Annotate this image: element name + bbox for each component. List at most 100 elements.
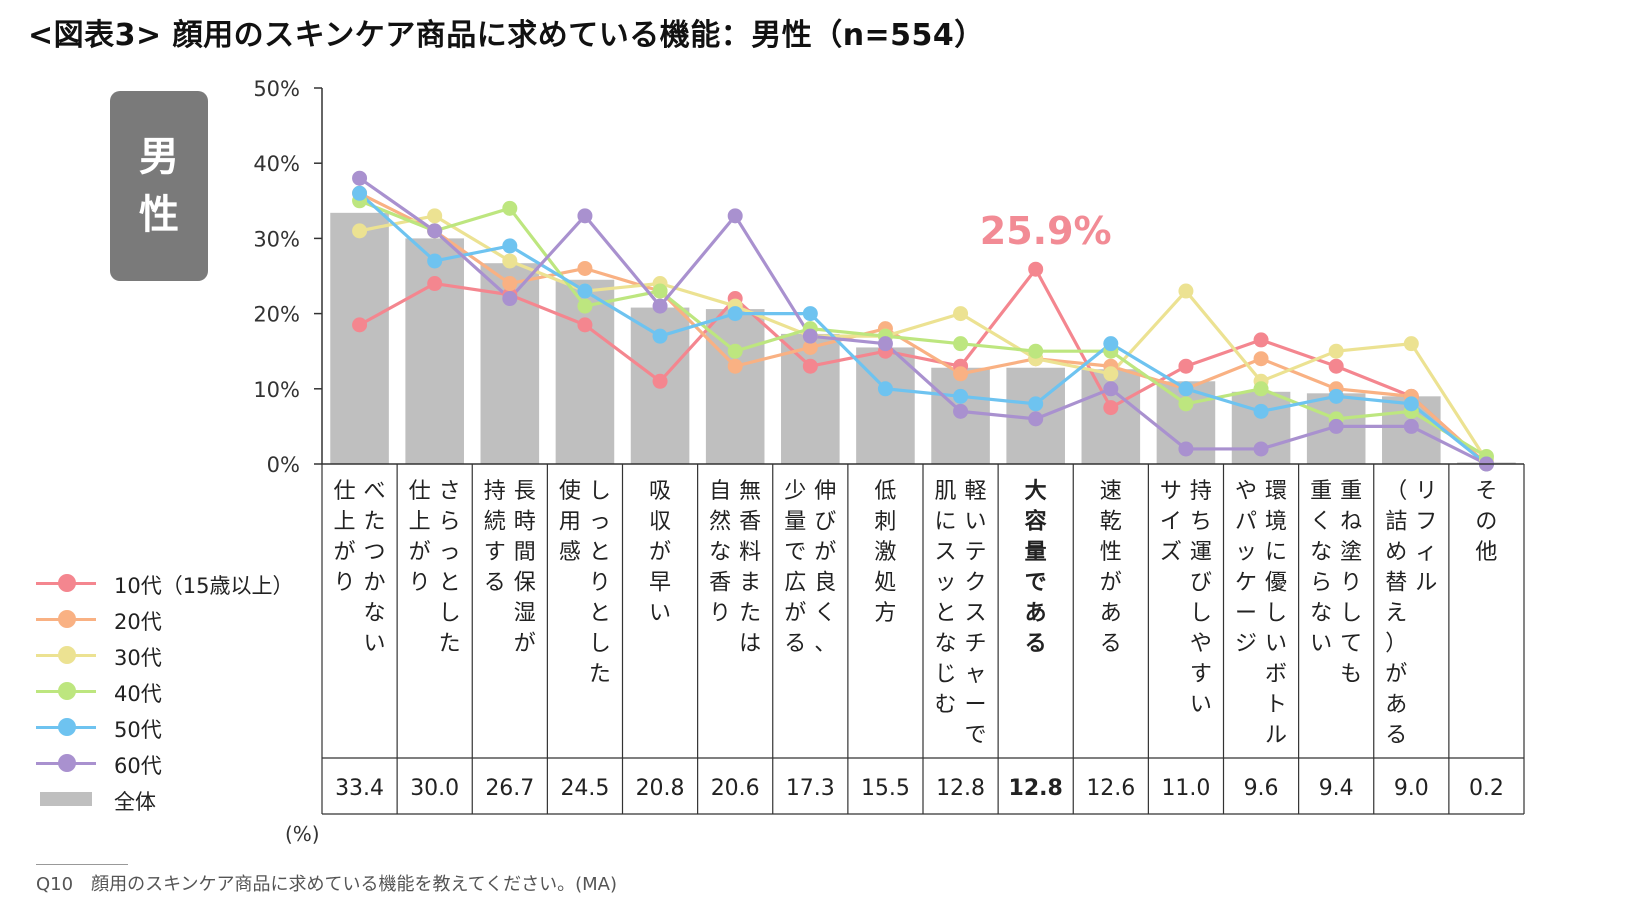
series-point — [727, 358, 743, 374]
series-point — [502, 253, 518, 269]
highlight-label: 25.9% — [980, 209, 1112, 253]
category-label: しっとりとした — [589, 479, 611, 687]
value-label: 12.8 — [1009, 776, 1063, 801]
gender-badge-char-1: 男 — [139, 134, 179, 180]
legend-label-60s: 60代 — [114, 754, 162, 778]
category-label: さらっとした — [439, 479, 461, 657]
series-point — [502, 238, 518, 254]
series-point — [427, 253, 443, 269]
series-point — [1253, 381, 1269, 397]
y-tick-label: 50% — [253, 77, 300, 101]
series-point — [1178, 441, 1194, 457]
series-point — [1028, 261, 1044, 277]
y-tick-label: 20% — [253, 303, 300, 327]
legend-item-50s: 50代 — [36, 712, 336, 742]
category-label: 持続する — [484, 479, 506, 596]
value-label: 12.6 — [1086, 776, 1135, 801]
value-label: 9.0 — [1394, 776, 1429, 801]
value-label: 9.4 — [1319, 776, 1354, 801]
category-label: 伸びが良く、 — [814, 479, 836, 657]
value-label: 20.8 — [636, 776, 685, 801]
legend-item-40s: 40代 — [36, 676, 336, 706]
legend-item-20s: 20代 — [36, 604, 336, 634]
series-point — [802, 339, 818, 355]
category-label: 低刺激処方 — [874, 479, 896, 626]
series-point — [953, 388, 969, 404]
value-label: 15.5 — [861, 776, 910, 801]
legend-label-30s: 30代 — [114, 646, 162, 670]
series-point — [352, 317, 368, 333]
category-label: 重ね塗りしても — [1340, 479, 1362, 687]
series-point — [427, 223, 443, 239]
bar — [330, 212, 389, 464]
category-label: 仕上がり — [409, 479, 431, 596]
value-label: 24.5 — [560, 776, 609, 801]
legend-swatch-20s — [36, 610, 96, 628]
series-point — [502, 276, 518, 292]
unit-label: (%) — [285, 822, 320, 846]
chart-title: <図表3> 顔用のスキンケア商品に求めている機能：男性（n=554） — [28, 18, 985, 53]
legend-item-total: 全体 — [36, 784, 336, 814]
category-label: 大容量である — [1025, 479, 1047, 657]
series-point — [1403, 336, 1419, 352]
value-label: 20.6 — [711, 776, 760, 801]
series-point — [953, 366, 969, 382]
category-label: 長時間保湿が — [514, 479, 536, 657]
category-label: 少量で広がる — [784, 479, 806, 657]
series-point — [577, 208, 593, 224]
series-line — [358, 192, 1488, 466]
legend-item-30s: 30代 — [36, 640, 336, 670]
category-label: 肌にスッとなじむ — [935, 479, 957, 718]
y-tick-label: 0% — [267, 453, 300, 477]
value-label: 17.3 — [786, 776, 835, 801]
series-point — [1328, 358, 1344, 374]
series-point — [577, 317, 593, 333]
legend-swatch-total — [36, 790, 96, 808]
legend-label-total: 全体 — [114, 790, 156, 814]
series-point — [802, 306, 818, 322]
category-label: 仕上がり — [334, 479, 356, 596]
value-label: 11.0 — [1161, 776, 1210, 801]
series-point — [1403, 396, 1419, 412]
legend-label-40s: 40代 — [114, 682, 162, 706]
category-label: 使用感 — [559, 479, 581, 565]
series-point — [1178, 381, 1194, 397]
category-label: サイズ — [1160, 479, 1182, 565]
series-point — [577, 283, 593, 299]
series-point — [352, 185, 368, 201]
series-point — [1253, 441, 1269, 457]
category-label: べたつかない — [364, 479, 386, 657]
series-point — [1178, 358, 1194, 374]
series-point — [1103, 381, 1119, 397]
series-point — [652, 328, 668, 344]
series-point — [1103, 336, 1119, 352]
series-point — [1178, 283, 1194, 299]
series-line — [358, 176, 1488, 466]
bar — [856, 347, 915, 464]
series-point — [1253, 403, 1269, 419]
series-point — [502, 291, 518, 307]
legend-swatch-10s — [36, 574, 96, 592]
bar — [781, 333, 840, 464]
series-point — [1028, 411, 1044, 427]
gender-badge-char-2: 性 — [139, 192, 179, 238]
series-point — [953, 336, 969, 352]
category-label: 自然な香り — [709, 479, 731, 626]
value-label: 9.6 — [1244, 776, 1279, 801]
value-label: 26.7 — [485, 776, 534, 801]
category-label: やパッケージ — [1235, 479, 1257, 657]
series-point — [877, 381, 893, 397]
series-point — [727, 208, 743, 224]
category-label: 重くならない — [1310, 479, 1332, 657]
series-point — [652, 283, 668, 299]
category-label: 無香料または — [739, 479, 761, 657]
value-label: 0.2 — [1469, 776, 1504, 801]
y-tick-label: 10% — [253, 378, 300, 402]
series-point — [352, 170, 368, 186]
bar — [705, 309, 765, 464]
series-point — [727, 343, 743, 359]
legend-swatch-40s — [36, 682, 96, 700]
series-point — [1328, 418, 1344, 434]
legend-label-20s: 20代 — [114, 610, 162, 634]
